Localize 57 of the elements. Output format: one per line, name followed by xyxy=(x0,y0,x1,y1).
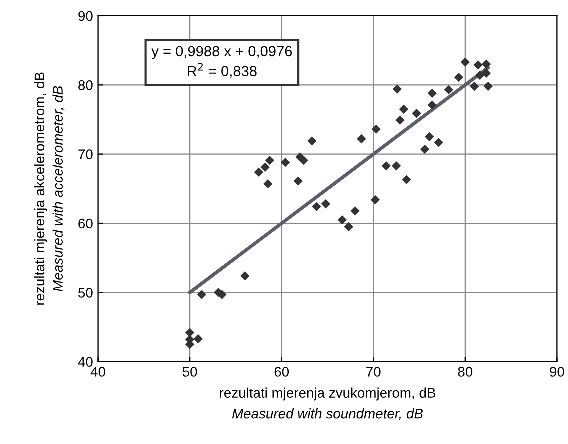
y-tick-label: 50 xyxy=(78,288,93,298)
point xyxy=(425,132,434,142)
point xyxy=(476,70,485,80)
point xyxy=(194,334,203,344)
point xyxy=(474,60,483,70)
point xyxy=(357,134,366,144)
point xyxy=(434,138,444,148)
point xyxy=(240,271,250,281)
point xyxy=(484,82,493,92)
y-tick-label: 60 xyxy=(78,218,93,229)
point xyxy=(482,68,492,78)
point xyxy=(460,58,470,67)
annotation: y = 0,9988 x + 0,0976 xyxy=(152,46,292,60)
point xyxy=(382,161,392,171)
point xyxy=(185,328,195,338)
point xyxy=(312,202,322,212)
point xyxy=(280,158,290,168)
point xyxy=(263,179,273,189)
y-tick-label: 40 xyxy=(78,357,93,368)
y-tick-label: 80 xyxy=(78,80,93,90)
point xyxy=(197,290,207,300)
point xyxy=(399,104,409,114)
point xyxy=(420,144,430,154)
point xyxy=(396,116,405,126)
x-tick-label: 70 xyxy=(366,367,381,377)
point xyxy=(254,168,264,177)
x-axis-title: rezultati mjerenja zvukomjerom, dB Measured with soundmeter, dB xyxy=(220,388,436,420)
point xyxy=(482,60,492,70)
x-tick-label: 80 xyxy=(458,367,473,377)
point xyxy=(372,124,381,134)
x-tick-label: 90 xyxy=(550,367,564,377)
point xyxy=(338,215,348,225)
y-tick-label: 90 xyxy=(78,11,93,22)
point xyxy=(308,136,317,146)
point xyxy=(402,175,412,185)
point xyxy=(470,82,480,92)
point xyxy=(444,85,454,95)
x-tick-label: 60 xyxy=(274,367,290,377)
y-axis-title: rezultati mjerenja akcelerometrom, dB Measured with accelerometer, dB xyxy=(34,72,65,305)
point xyxy=(428,100,437,110)
point xyxy=(294,176,303,186)
point xyxy=(392,84,402,94)
point xyxy=(412,108,422,118)
point xyxy=(344,222,354,232)
point xyxy=(299,156,308,166)
point xyxy=(454,72,464,82)
point xyxy=(370,195,380,205)
point xyxy=(260,162,270,172)
x-tick-label: 50 xyxy=(182,367,198,377)
point xyxy=(428,88,437,98)
point xyxy=(392,161,402,171)
point xyxy=(321,200,331,209)
x-tick-label: 40 xyxy=(90,367,106,377)
point xyxy=(265,156,275,166)
point xyxy=(350,206,360,216)
y-tick-label: 70 xyxy=(78,150,93,160)
annotation: R$^{2}$ = 0,838 xyxy=(188,63,257,78)
